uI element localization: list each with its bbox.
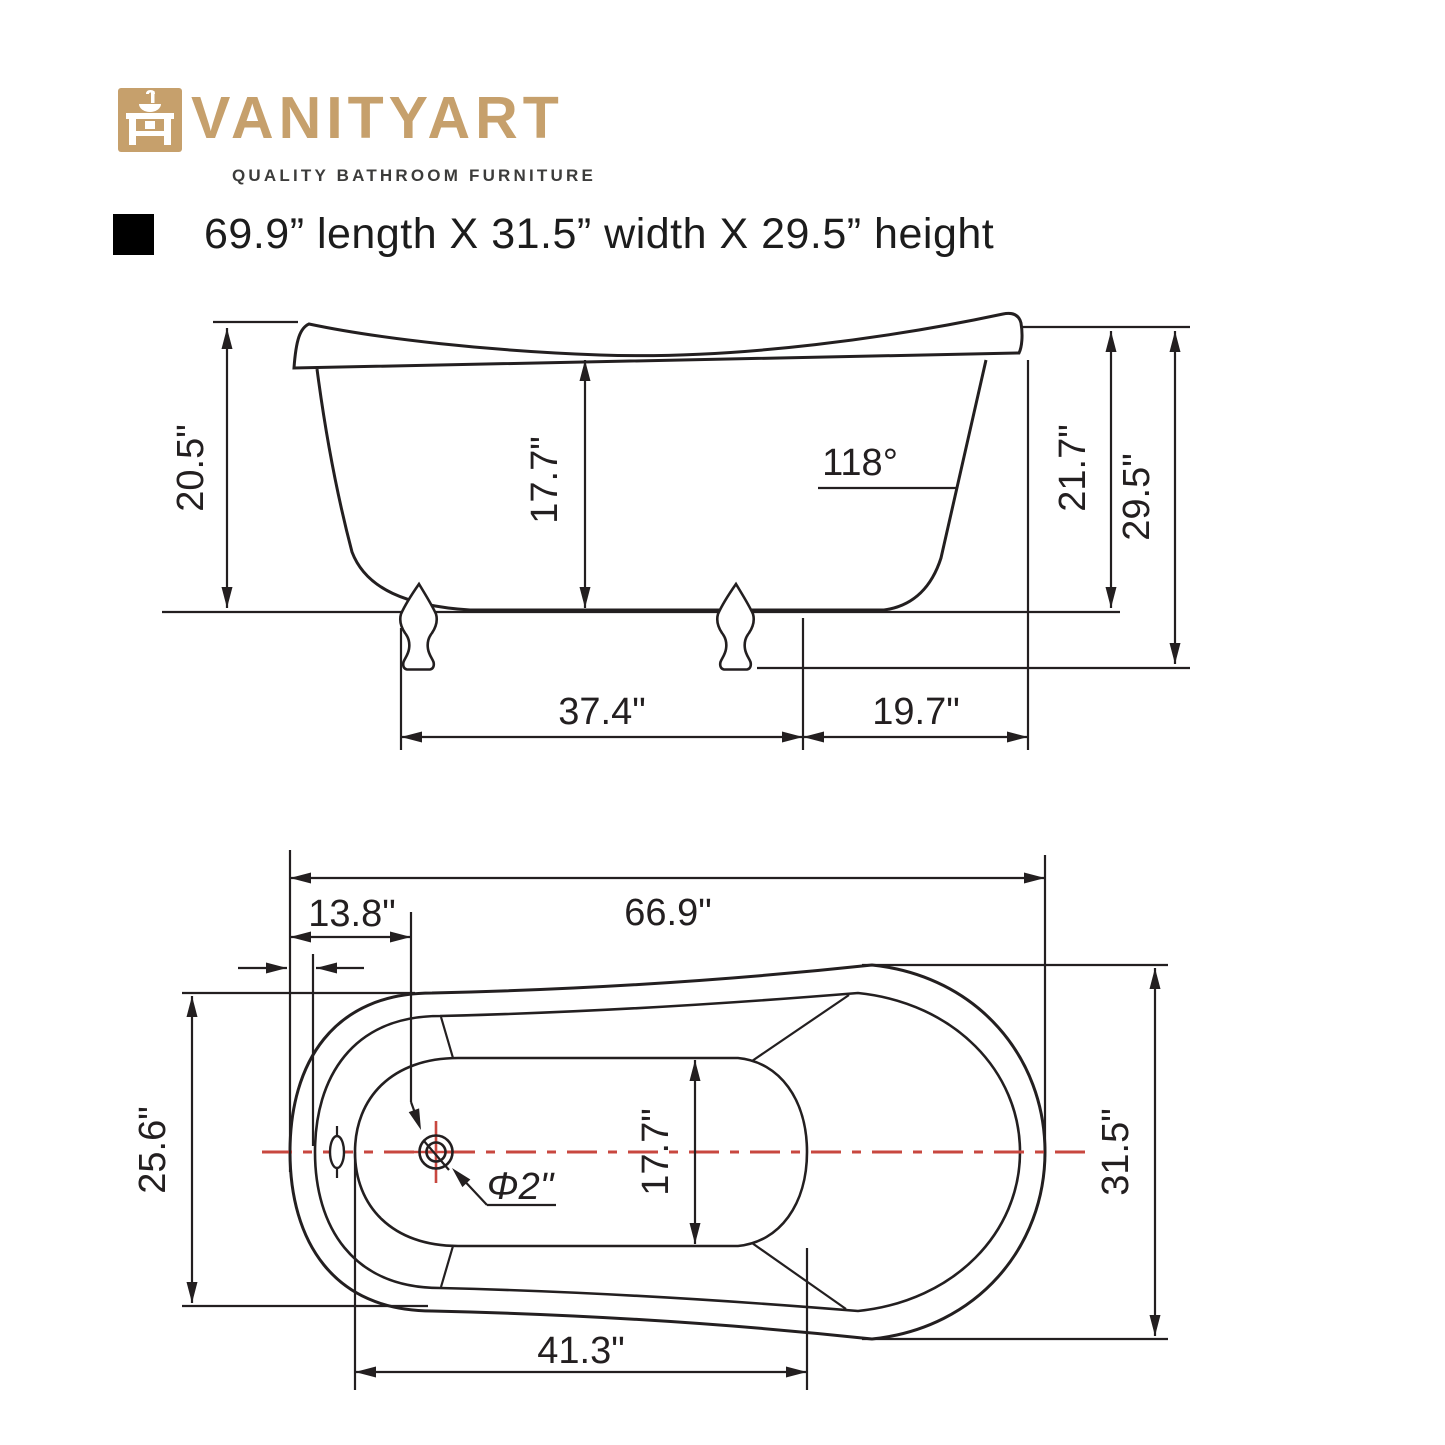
- headline-bullet-square: [113, 214, 154, 255]
- drain-diameter-leader: [457, 1173, 488, 1206]
- brand-wordmark: VANITYART: [191, 85, 564, 151]
- dim-label-overall-width: 31.5": [1095, 1108, 1137, 1195]
- dim-label-inner-depth: 17.7": [524, 436, 566, 523]
- backrest-slope-edge: [751, 1242, 847, 1310]
- floor-slope-edge: [439, 1245, 455, 1288]
- floor-slope-edge: [439, 1016, 455, 1059]
- backrest-slope-edge: [751, 994, 850, 1062]
- claw-foot-front: [398, 581, 439, 671]
- leader-arrowhead: [408, 1108, 421, 1130]
- faucet-hole: [328, 1134, 346, 1170]
- tub-body-outline: [315, 359, 988, 612]
- dim-label-feet-spacing: 37.4": [558, 691, 645, 733]
- claw-foot-rear: [715, 581, 756, 671]
- brand-tagline: QUALITY BATHROOM FURNITURE: [232, 166, 596, 185]
- bathtub-top-view: 66.9" 13.8" 25.6" 17.7" 31.5" 41.3" Φ2": [132, 850, 1168, 1390]
- dim-label-left-height: 20.5": [170, 424, 212, 511]
- dimensions-headline: 69.9” length X 31.5” width X 29.5” heigh…: [204, 210, 995, 258]
- dim-label-drain-diameter: Φ2": [487, 1166, 555, 1208]
- dim-label-rim-height: 21.7": [1052, 424, 1094, 511]
- drain-leader-chord: [423, 1140, 450, 1171]
- dim-label-overall-height: 29.5": [1116, 453, 1158, 540]
- dim-label-drain-offset: 13.8": [308, 893, 395, 935]
- dim-label-floor-length: 41.3": [537, 1330, 624, 1372]
- drain-inner-circle: [425, 1141, 447, 1163]
- dim-label-front-width: 25.6": [132, 1106, 174, 1193]
- drain-outer-circle: [418, 1134, 454, 1170]
- tub-rim-outline: [292, 311, 1024, 370]
- tub-body-fill: [317, 360, 986, 610]
- dim-label-floor-width: 17.7": [635, 1108, 677, 1195]
- bathtub-side-view: 20.5" 17.7" 118° 21.7" 29.5" 37.4" 19.7": [162, 311, 1190, 750]
- dim-label-backrest-angle: 118°: [822, 442, 898, 484]
- vanity-sink-icon: [118, 88, 182, 152]
- dim-label-rim-length: 66.9": [624, 892, 711, 934]
- dim-label-rear-span: 19.7": [872, 691, 959, 733]
- headline-row: 69.9” length X 31.5” width X 29.5” heigh…: [113, 210, 994, 259]
